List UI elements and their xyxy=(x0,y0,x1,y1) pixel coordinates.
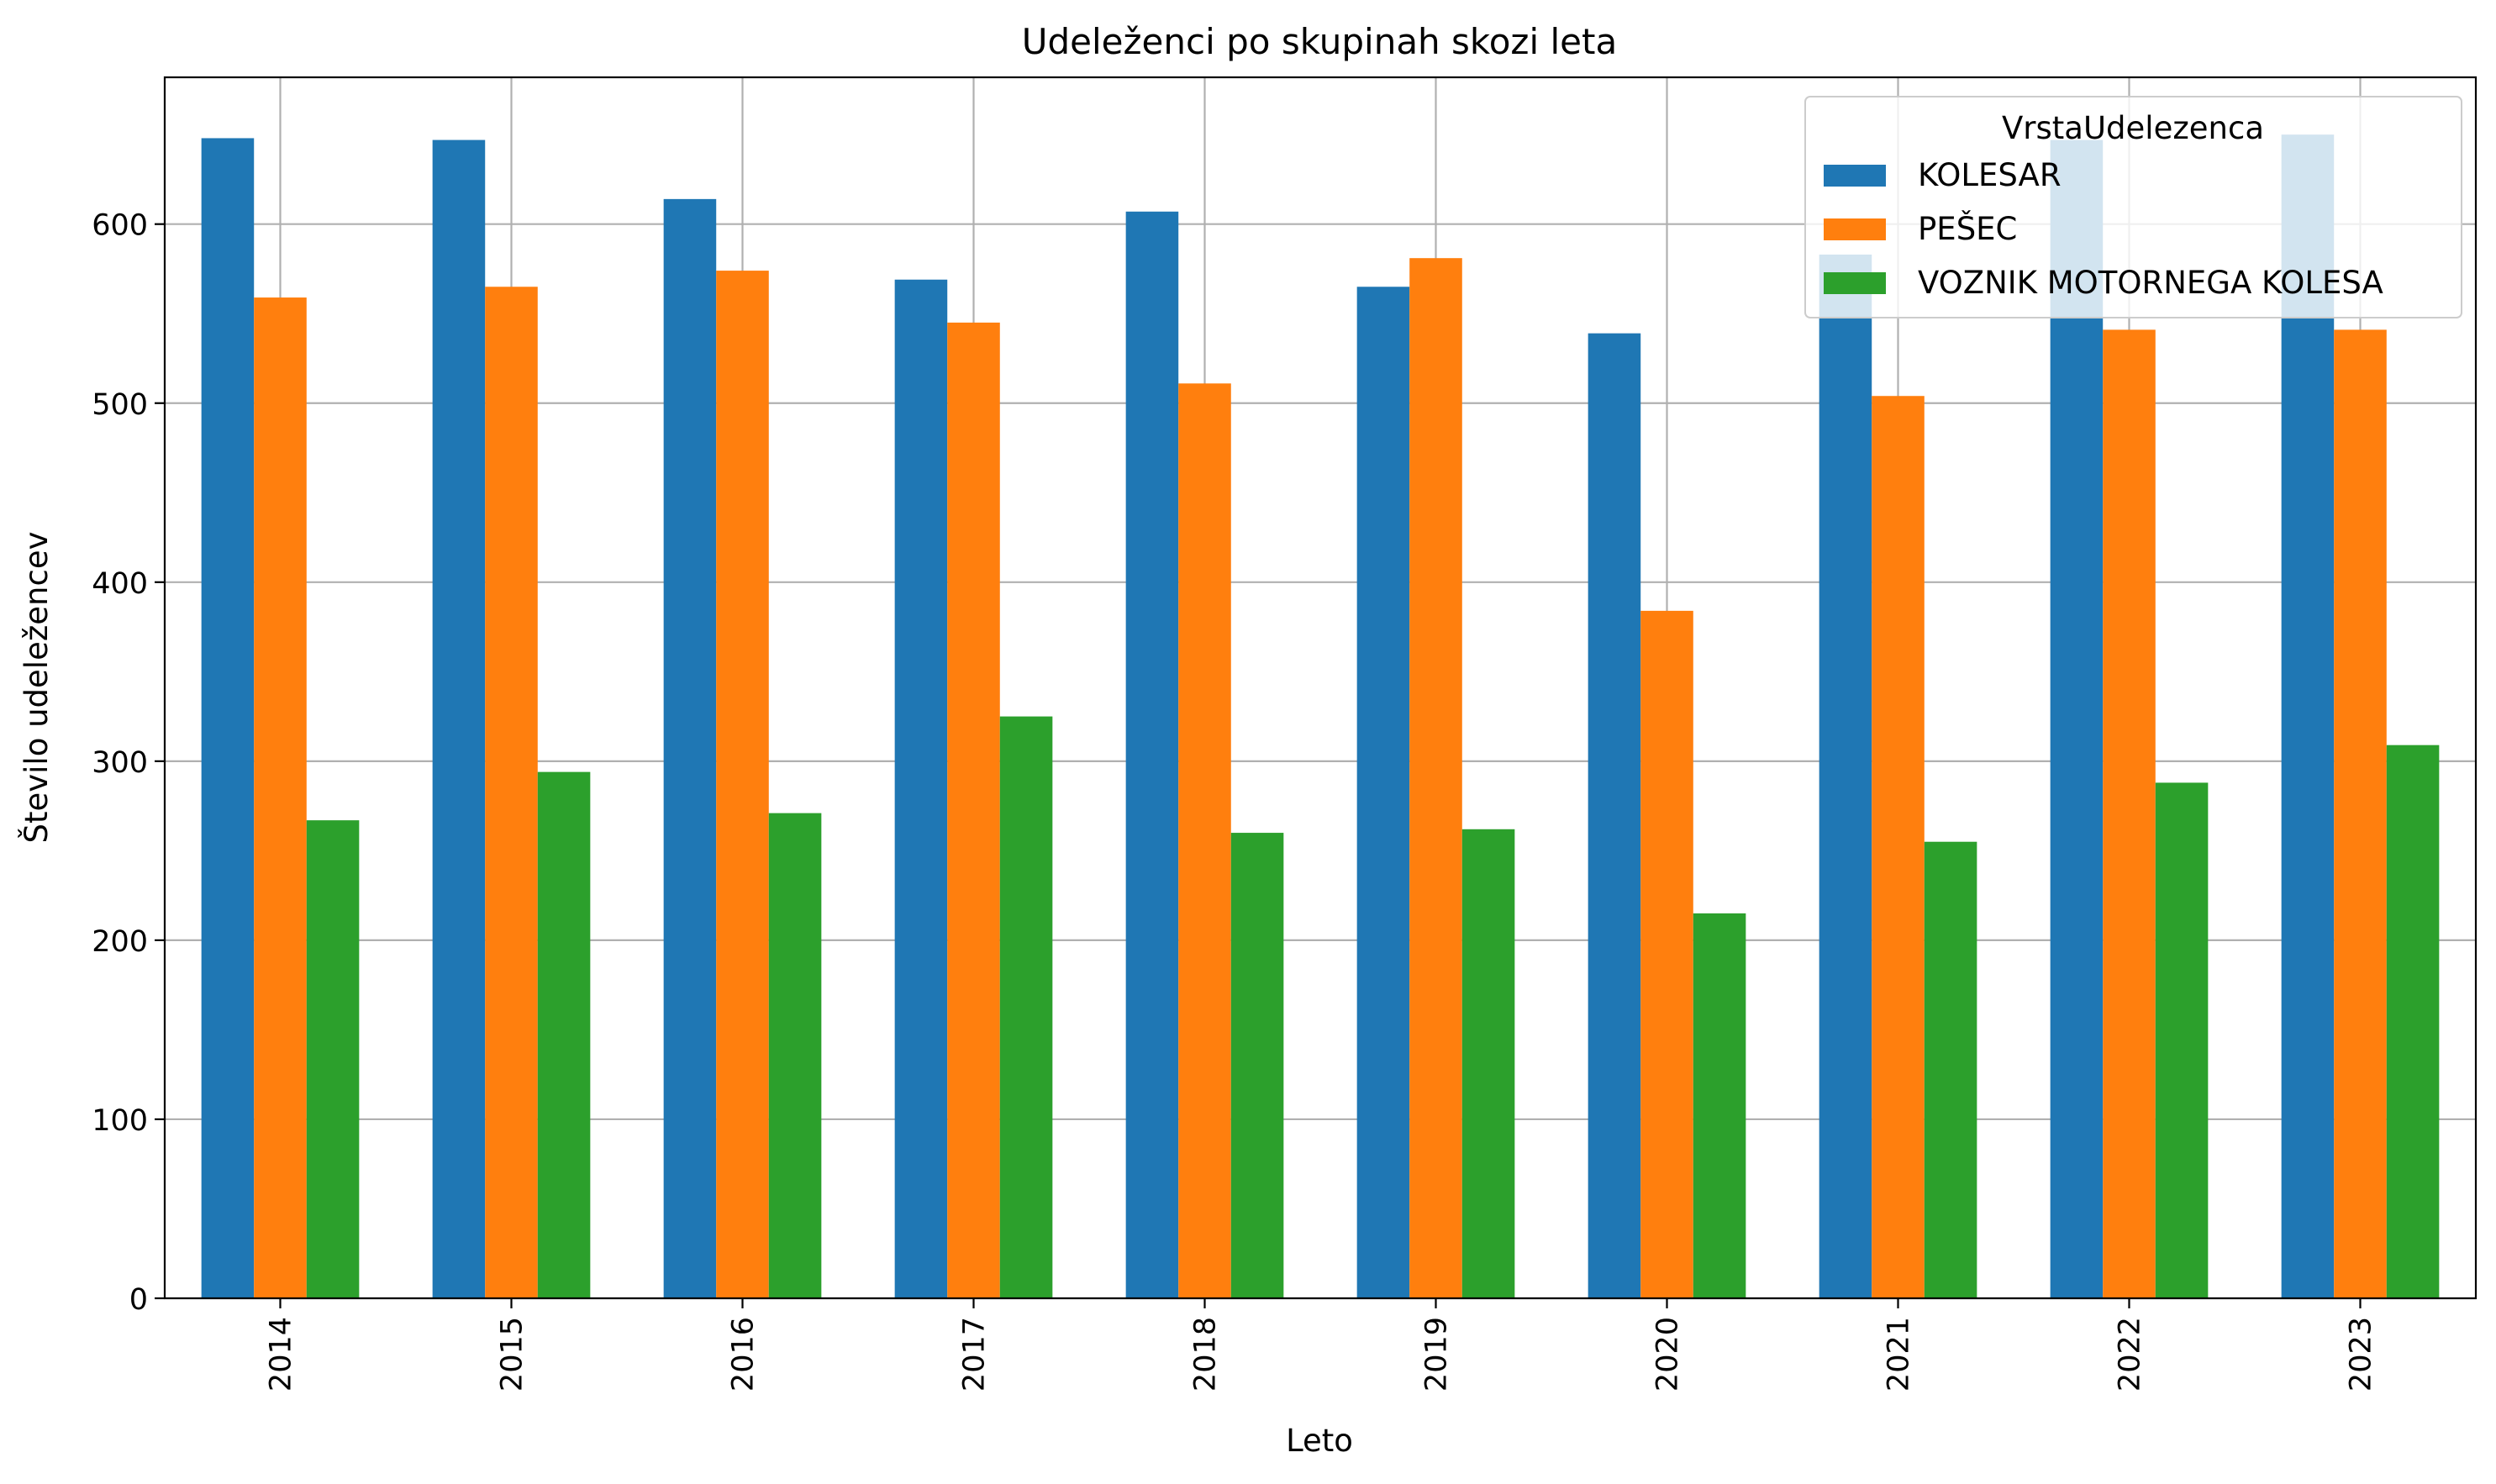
bar xyxy=(1588,333,1641,1299)
x-tick-label: 2020 xyxy=(1651,1317,1685,1392)
bar xyxy=(537,771,591,1298)
bar xyxy=(2281,134,2335,1299)
bar xyxy=(432,139,486,1299)
y-tick-label: 300 xyxy=(92,746,148,780)
plot-frame xyxy=(163,76,2478,1300)
legend-box xyxy=(1804,96,2462,318)
x-tick-label: 2017 xyxy=(958,1317,992,1392)
bar xyxy=(485,287,538,1299)
bars xyxy=(201,134,2440,1299)
legend-entry-label: PEŠEC xyxy=(1918,210,2017,247)
legend-swatch xyxy=(1824,272,1886,294)
x-tick-label: 2022 xyxy=(2114,1317,2147,1392)
y-tick-label: 600 xyxy=(92,209,148,243)
bar xyxy=(663,198,717,1298)
legend-entry-label: VOZNIK MOTORNEGA KOLESA xyxy=(1918,265,2383,301)
x-axis: 2014 2015 2016 2017 2018 2019 2020 2021 2022 2023 xyxy=(265,1298,2378,1392)
y-tick-label: 100 xyxy=(92,1104,148,1138)
bar xyxy=(1230,833,1284,1298)
x-tick-label: 2021 xyxy=(1883,1317,1916,1392)
x-axis-label: Leto xyxy=(1286,1423,1353,1459)
y-tick-label: 0 xyxy=(129,1283,148,1317)
bar xyxy=(306,820,360,1298)
chart-title: Udeleženci po skupinah skozi leta xyxy=(1022,21,1617,62)
bar xyxy=(1461,829,1515,1298)
bar xyxy=(947,322,1000,1298)
legend-title: VrstaUdelezenca xyxy=(2002,110,2264,146)
x-tick-label: 2023 xyxy=(2345,1317,2378,1392)
bar xyxy=(1125,211,1179,1299)
bar xyxy=(768,813,822,1298)
bar xyxy=(201,138,255,1298)
bar xyxy=(1872,396,1925,1298)
bar xyxy=(1356,287,1410,1299)
y-tick-label: 400 xyxy=(92,567,148,601)
legend-swatch xyxy=(1824,165,1886,187)
x-tick-label: 2018 xyxy=(1189,1317,1223,1392)
y-axis: 0 100 200 300 400 500 600 xyxy=(92,209,165,1317)
bar xyxy=(2050,139,2104,1299)
bar xyxy=(254,297,307,1299)
x-tick-label: 2019 xyxy=(1420,1317,1454,1392)
x-tick-label: 2015 xyxy=(496,1317,529,1392)
x-tick-label: 2014 xyxy=(265,1317,298,1392)
bar xyxy=(1819,254,1872,1299)
bar xyxy=(2386,745,2440,1298)
bar xyxy=(1178,383,1231,1299)
x-tick-label: 2016 xyxy=(727,1317,761,1392)
legend: VrstaUdelezenca KOLESAR PEŠEC VOZNIK MOTOR… xyxy=(1804,96,2462,318)
legend-swatch xyxy=(1824,218,1886,240)
bar xyxy=(716,271,769,1298)
bar xyxy=(1409,258,1462,1298)
bar xyxy=(2103,329,2156,1299)
bar xyxy=(1640,610,1693,1298)
bar xyxy=(1924,841,1977,1298)
y-tick-label: 500 xyxy=(92,388,148,422)
bar xyxy=(1693,913,1746,1298)
y-axis-label: Število udeležencev xyxy=(18,532,55,844)
y-tick-label: 200 xyxy=(92,925,148,959)
bar xyxy=(2334,329,2387,1299)
bar xyxy=(894,279,948,1298)
bar xyxy=(2155,782,2209,1298)
bar xyxy=(999,716,1053,1298)
legend-entry-label: KOLESAR xyxy=(1918,157,2062,193)
